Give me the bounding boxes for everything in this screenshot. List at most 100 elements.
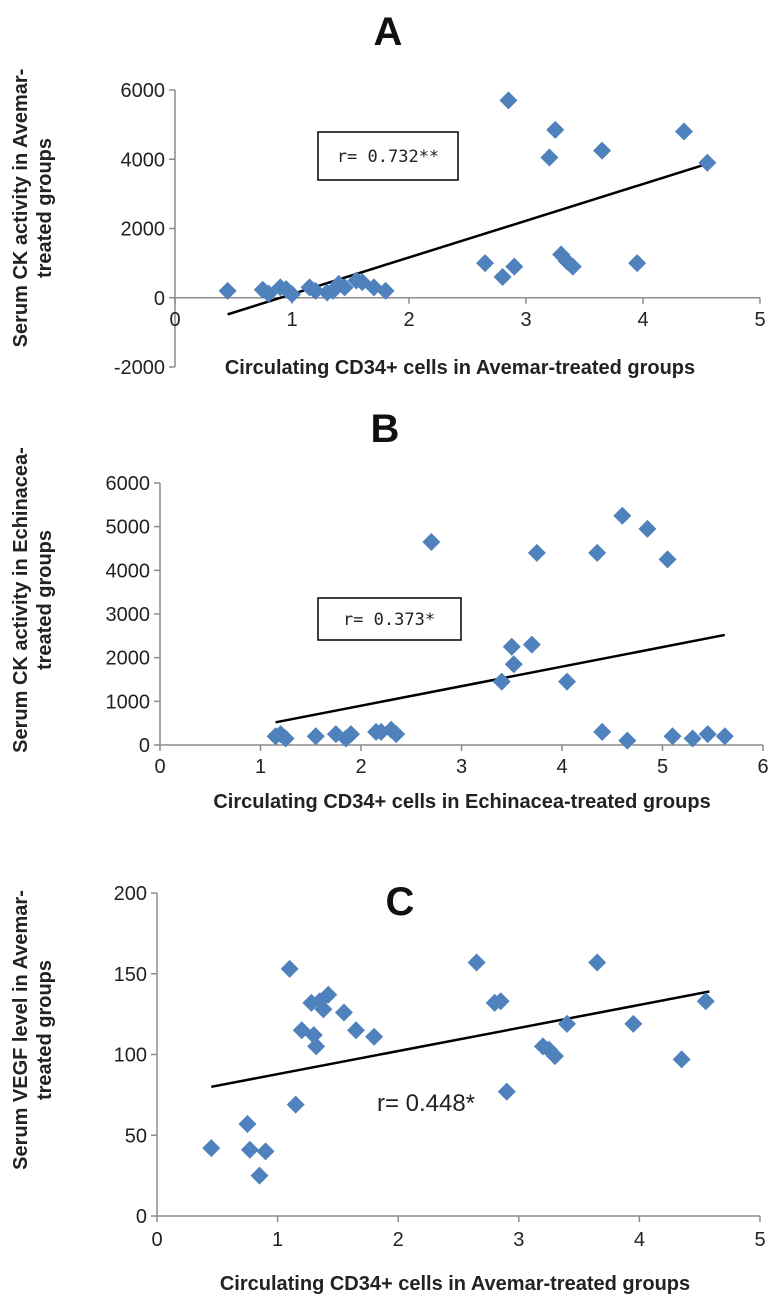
- panel-c-data-point: [545, 1047, 564, 1066]
- panel-b-data-point: [715, 727, 734, 746]
- panel-b-data-point: [502, 637, 521, 656]
- panel-c-data-point: [314, 1000, 333, 1019]
- panel-c-xtick-label: 3: [513, 1229, 524, 1251]
- panel-b-xtick-label: 1: [255, 756, 266, 778]
- panel-a-plot: -2000 0 2000 4000 6000 0 1 2 3 4 5: [114, 80, 766, 379]
- panel-a-data-point: [540, 148, 559, 167]
- panel-c-ytick-label: 150: [114, 964, 147, 986]
- panel-b-title: B: [371, 407, 400, 451]
- panel-a-xtick-label: 3: [520, 309, 531, 331]
- panel-b-ylabel: Serum CK activity in Echinacea- treated …: [10, 447, 56, 753]
- panel-c-xtick-label: 4: [634, 1229, 645, 1251]
- panel-c-xtick-label: 5: [754, 1229, 765, 1251]
- panel-c-ytick-label: 100: [114, 1045, 147, 1067]
- panel-a-xlabel: Circulating CD34+ cells in Avemar-treate…: [225, 357, 695, 379]
- panel-a-data-point: [563, 257, 582, 276]
- panel-c-data-point: [467, 953, 486, 972]
- panel-c-xlabel: Circulating CD34+ cells in Avemar-treate…: [220, 1273, 690, 1295]
- panel-b-xtick-label: 6: [757, 756, 768, 778]
- panel-b-ytick-label: 6000: [106, 473, 151, 495]
- panel-c-data-point: [696, 992, 715, 1011]
- panel-b-data-point: [658, 550, 677, 569]
- panel-b-xtick-label: 5: [657, 756, 668, 778]
- panel-c-xtick-label: 2: [393, 1229, 404, 1251]
- panel-a-xtick-label: 0: [169, 309, 180, 331]
- panel-b-ytick-label: 4000: [106, 560, 151, 582]
- panel-c-ylabel-line1: Serum VEGF level in Avemar-: [10, 890, 32, 1170]
- panel-a-ytick-label: 0: [154, 288, 165, 310]
- panel-b-ylabel-line2: treated groups: [34, 530, 56, 670]
- panel-c-title: C: [386, 880, 415, 924]
- panel-c-data-point: [334, 1003, 353, 1022]
- panel-c-data-point: [624, 1014, 643, 1033]
- panel-b-data-point: [306, 727, 325, 746]
- panel-a-data-point: [376, 281, 395, 300]
- panel-a-ytick-label: 6000: [121, 80, 166, 102]
- panel-c-data-point: [365, 1027, 384, 1046]
- panel-b-data-point: [638, 519, 657, 538]
- panel-b-data-point: [504, 655, 523, 674]
- panel-b-data-point: [593, 722, 612, 741]
- panel-b-xlabel: Circulating CD34+ cells in Echinacea-tre…: [213, 791, 710, 813]
- panel-a-ylabel-line2: treated groups: [34, 138, 56, 278]
- panel-c-data-point: [558, 1014, 577, 1033]
- panel-b-data-point: [522, 635, 541, 654]
- panel-c-data-point: [307, 1037, 326, 1056]
- panel-a-data-point: [306, 281, 325, 300]
- panel-c-xtick-label: 0: [151, 1229, 162, 1251]
- panel-a-xtick-label: 2: [403, 309, 414, 331]
- panel-b-annotation-box: [317, 597, 462, 641]
- panel-b-xtick-label: 3: [456, 756, 467, 778]
- panel-b-data-point: [527, 543, 546, 562]
- panel-a-title: A: [374, 10, 403, 54]
- panel-a-ytick-label: -2000: [114, 357, 165, 379]
- panel-c-data-point: [672, 1050, 691, 1069]
- panel-a-xtick-label: 4: [637, 309, 648, 331]
- panel-b-annotation: r= 0.373*: [343, 610, 435, 630]
- panel-c-data-point: [202, 1139, 221, 1158]
- panel-b-data-point: [422, 532, 441, 551]
- panel-b-data-point: [698, 725, 717, 744]
- panel-a-data-point: [593, 141, 612, 160]
- panel-b-xtick-label: 0: [154, 756, 165, 778]
- panel-a-ytick-label: 4000: [121, 149, 166, 171]
- panel-b: B 0 1000 2000 3000 4000 5000 6000 0 1 2 3 4 5 6 r= 0.…: [10, 407, 769, 813]
- panel-a-data-point: [283, 285, 301, 304]
- panel-a-data-point: [698, 153, 717, 172]
- panel-a-data-point: [335, 278, 354, 297]
- panel-c-xtick-label: 1: [272, 1229, 283, 1251]
- panel-b-plot: 0 1000 2000 3000 4000 5000 6000 0 1 2 3 4 5 6: [106, 473, 769, 778]
- panel-b-data-point: [588, 543, 607, 562]
- panel-c-data-point: [250, 1166, 269, 1185]
- panel-b-data-point: [618, 731, 637, 750]
- panel-b-data-point: [341, 725, 360, 744]
- panel-c-ytick-label: 200: [114, 883, 147, 905]
- panel-c-trendline: [211, 990, 710, 1089]
- panel-b-data-point: [663, 727, 682, 746]
- panel-c-ytick-label: 0: [136, 1206, 147, 1228]
- panel-c-data-point: [346, 1021, 365, 1040]
- panel-a-data-point: [628, 254, 647, 273]
- panel-b-ytick-label: 0: [139, 735, 150, 757]
- panel-c-ylabel-line2: treated groups: [34, 960, 56, 1100]
- panel-c-data-point: [256, 1142, 275, 1161]
- panel-b-data-point: [613, 506, 632, 525]
- panel-a-annotation: r= 0.732**: [337, 147, 439, 167]
- panel-b-data-point: [683, 729, 702, 748]
- panel-a-data-point: [505, 257, 524, 276]
- panel-a-data-point: [218, 281, 237, 300]
- panel-c-data-point: [491, 992, 510, 1011]
- panel-a: A -2000 0 2000 4000 6000 0 1 2 3 4 5 r= 0.732** Ci…: [10, 10, 766, 379]
- panel-b-data-point: [492, 672, 511, 691]
- panel-a-trendline: [227, 161, 712, 316]
- panel-b-data-point: [558, 672, 577, 691]
- panel-b-ytick-label: 1000: [106, 691, 151, 713]
- panel-b-xtick-label: 4: [556, 756, 567, 778]
- panel-a-data-point: [499, 91, 518, 110]
- panel-b-ylabel-line1: Serum CK activity in Echinacea-: [10, 447, 32, 753]
- panel-c-data-point: [286, 1095, 305, 1114]
- panel-b-data-point: [276, 729, 295, 748]
- panel-c-data-point: [238, 1114, 257, 1133]
- panel-b-ytick-label: 2000: [106, 648, 151, 670]
- panel-a-ylabel-line1: Serum CK activity in Avemar-: [10, 69, 32, 348]
